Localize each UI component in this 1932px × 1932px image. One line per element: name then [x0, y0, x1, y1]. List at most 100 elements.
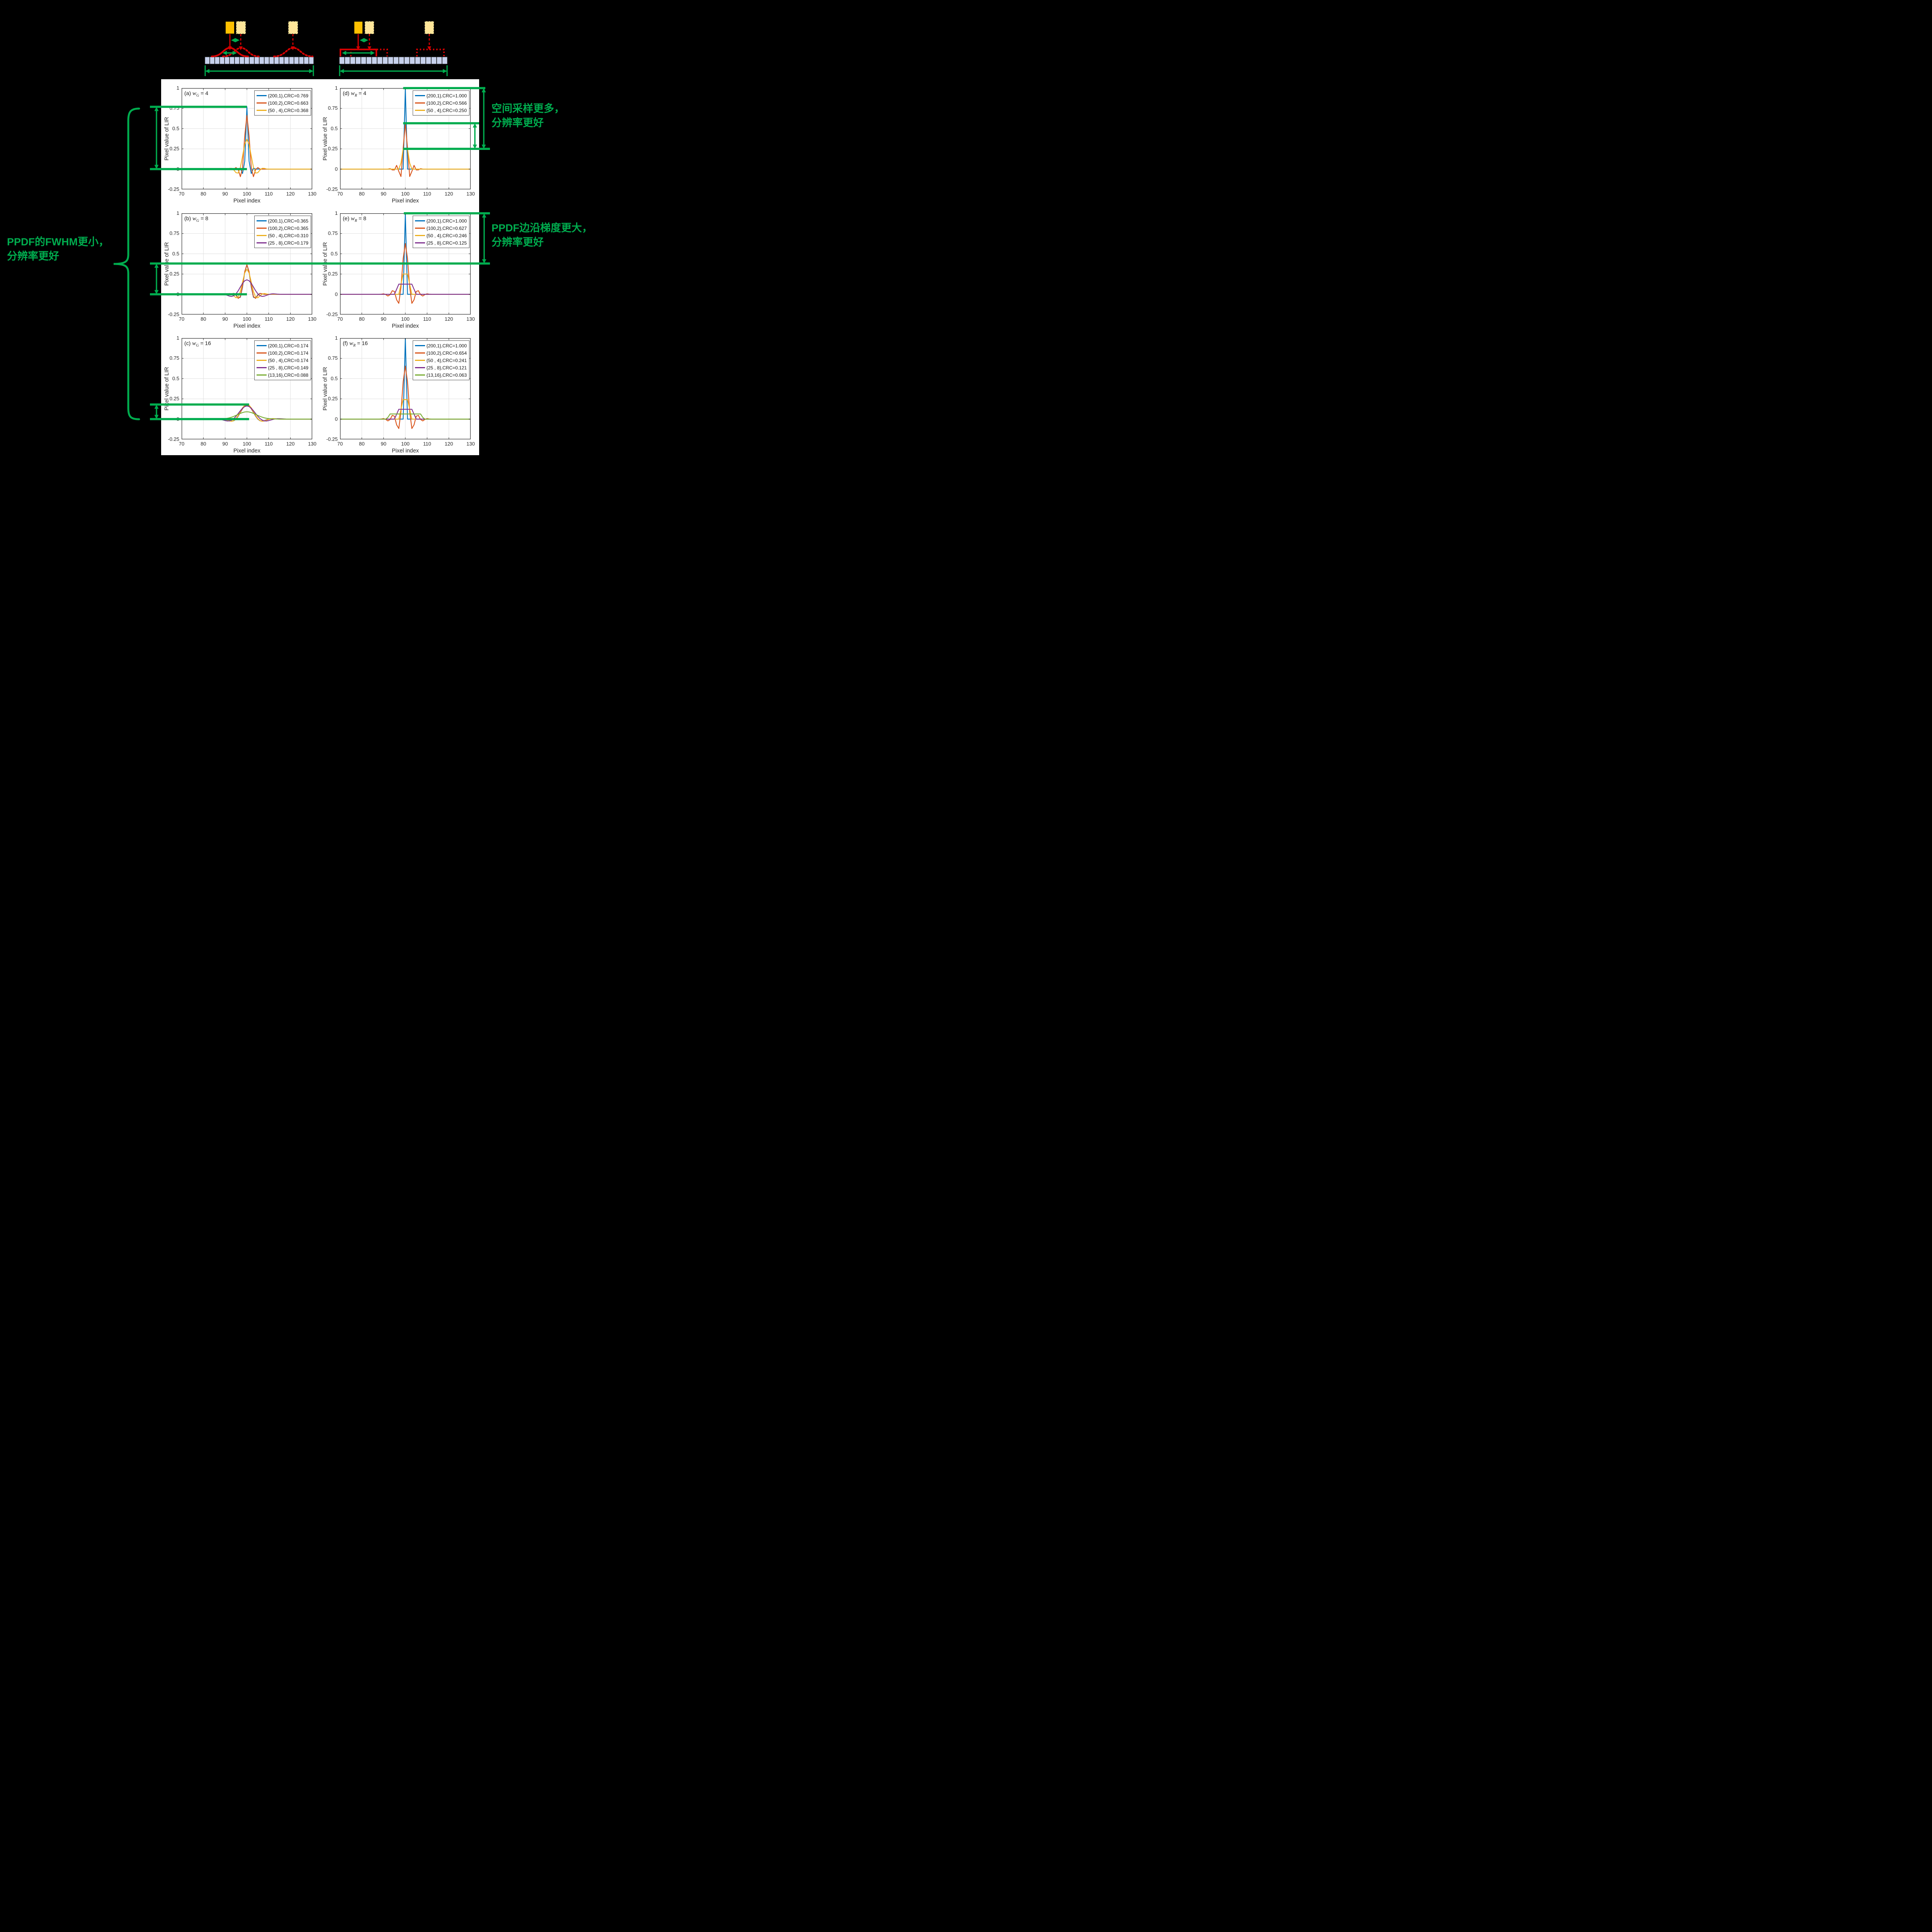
series-line-matlab_purple — [340, 284, 471, 295]
x-tick-label: 130 — [308, 441, 316, 447]
legend-item: {100,2},CRC=0.627 — [415, 224, 467, 232]
pixel-cell — [274, 56, 279, 65]
legend-label: {100,2},CRC=0.365 — [268, 225, 308, 231]
annotation-line: 分辨率更好 — [492, 236, 544, 248]
pixel-cell — [339, 56, 345, 65]
y-tick-label: 0.25 — [169, 271, 179, 277]
source-shift-arrow-left — [231, 38, 240, 43]
x-tick-label: 130 — [308, 191, 316, 197]
legend-item: {13,16},CRC=0.063 — [415, 371, 467, 379]
x-tick-label: 130 — [466, 316, 475, 322]
legend-line-swatch — [415, 345, 425, 346]
pixel-cell — [264, 56, 270, 65]
y-axis-label: Pixel value of LIR — [322, 242, 328, 286]
annotation-right-mid-text: PPDF边沿梯度更大， 分辨率更好 — [492, 221, 592, 250]
annotation-left-text: PPDF的FWHM更小， 分辨率更好 — [7, 235, 109, 264]
legend-d: {200,1},CRC=1.000 {100,2},CRC=0.566 {50 , … — [412, 90, 469, 116]
x-tick-label: 120 — [444, 441, 453, 447]
legend-item: {100,2},CRC=0.654 — [415, 349, 467, 357]
x-tick-label: 110 — [264, 191, 273, 197]
subplot-f: (f) wR = 16 {200,1},CRC=1.000 {100,2},CRC=… — [322, 335, 475, 454]
arrow-head — [239, 46, 243, 50]
legend-label: {200,1},CRC=1.000 — [426, 93, 467, 99]
pixel-cell — [279, 56, 284, 65]
legend-line-swatch — [415, 352, 425, 354]
annotation-line: 分辨率更好 — [492, 117, 544, 129]
x-tick-label: 110 — [423, 441, 431, 447]
legend-item: {50 , 4},CRC=0.246 — [415, 232, 467, 239]
x-tick-label: 80 — [359, 316, 365, 322]
x-tick-label: 80 — [359, 441, 365, 447]
x-tick-label: 130 — [466, 441, 475, 447]
x-tick-label: 90 — [381, 191, 386, 197]
legend-item: {200,1},CRC=0.365 — [256, 217, 308, 224]
x-tick-label: 100 — [243, 316, 251, 322]
series-group — [340, 338, 471, 429]
x-axis-label: Pixel index — [391, 448, 419, 454]
pixel-cell — [420, 56, 426, 65]
arrow-head-up — [154, 263, 159, 268]
x-tick-label: 120 — [286, 191, 295, 197]
big-diff-arrow-d — [481, 88, 486, 149]
pixel-cell — [361, 56, 367, 65]
x-tick-label: 70 — [179, 316, 185, 322]
legend-item: {200,1},CRC=0.174 — [256, 342, 308, 349]
pixel-cell — [415, 56, 421, 65]
arrow-head-right — [364, 38, 368, 43]
arrow-head-left — [231, 38, 235, 43]
y-axis-label: Pixel value of LIR — [164, 242, 170, 286]
x-tick-label: 110 — [423, 316, 431, 322]
annotation-line: PPDF边沿梯度更大， — [492, 222, 593, 234]
pixel-cell — [244, 56, 250, 65]
y-tick-label: 1 — [335, 85, 338, 91]
pixel-cell — [259, 56, 265, 65]
y-tick-label: -0.25 — [168, 186, 179, 192]
arrow-head-up — [482, 213, 486, 218]
y-tick-label: 1 — [335, 210, 338, 216]
arrow-head-left — [340, 69, 344, 73]
x-axis-label: Pixel index — [233, 448, 261, 454]
arrow-head-down — [154, 415, 159, 419]
red-dashed-arrow — [427, 34, 431, 50]
legend-line-swatch — [256, 345, 267, 346]
legend-line-swatch — [415, 374, 425, 376]
legend-line-swatch — [256, 220, 267, 221]
arrow-head — [427, 46, 431, 50]
rect-ppdf-dashed — [416, 48, 445, 56]
subplot-title-c: (c) wG = 16 — [184, 340, 211, 348]
series-line-matlab_green — [340, 413, 471, 420]
x-tick-label: 110 — [264, 316, 273, 322]
pixel-cell — [289, 56, 294, 65]
rectangular-ppdf-sampling-diagram-pixel-row — [339, 56, 448, 65]
x-tick-label: 100 — [401, 316, 410, 322]
legend-item: {100,2},CRC=0.663 — [256, 99, 308, 107]
peak-height-arrow-a — [154, 107, 159, 169]
x-tick-label: 70 — [179, 441, 185, 447]
subplot-title-b: (b) wG = 8 — [184, 215, 208, 223]
annotation-line: PPDF的FWHM更小， — [7, 236, 109, 248]
pixel-cell — [388, 56, 394, 65]
arrow-head-right — [235, 38, 240, 43]
legend-line-swatch — [415, 242, 425, 243]
legend-item: {50 , 4},CRC=0.241 — [415, 357, 467, 364]
dashed-source-square — [424, 21, 434, 34]
solid-source-square — [354, 22, 362, 34]
x-tick-label: 100 — [401, 441, 410, 447]
y-tick-label: 0.75 — [328, 105, 338, 111]
legend-item: {200,1},CRC=1.000 — [415, 92, 467, 99]
red-solid-arrow — [228, 34, 232, 50]
legend-line-swatch — [415, 235, 425, 236]
pixel-cell — [436, 56, 442, 65]
subplot-a: (a) wG = 4 {200,1},CRC=0.769 {100,2},CRC=0… — [164, 85, 316, 204]
legend-item: {100,2},CRC=0.174 — [256, 349, 308, 357]
gradient-arrow-e — [482, 213, 486, 264]
y-tick-label: 0.75 — [169, 230, 179, 236]
legend-label: {13,16},CRC=0.063 — [426, 372, 467, 378]
detector-span-arrow-right — [339, 65, 448, 76]
dashed-source-square — [236, 21, 246, 34]
legend-line-swatch — [415, 367, 425, 368]
gaussian-ppdf-solid — [211, 47, 249, 58]
legend-line-swatch — [256, 228, 267, 229]
peak-height-arrow-c — [154, 404, 159, 419]
pixel-cell — [249, 56, 255, 65]
